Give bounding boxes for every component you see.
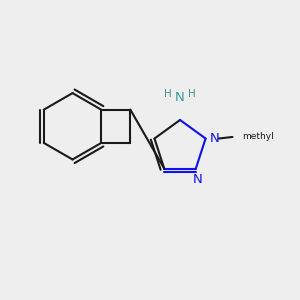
Text: H: H (164, 89, 172, 99)
Text: N: N (210, 132, 219, 145)
Text: N: N (193, 172, 202, 185)
Text: H: H (188, 89, 196, 99)
Text: N: N (175, 91, 185, 104)
Text: methyl: methyl (243, 131, 274, 140)
